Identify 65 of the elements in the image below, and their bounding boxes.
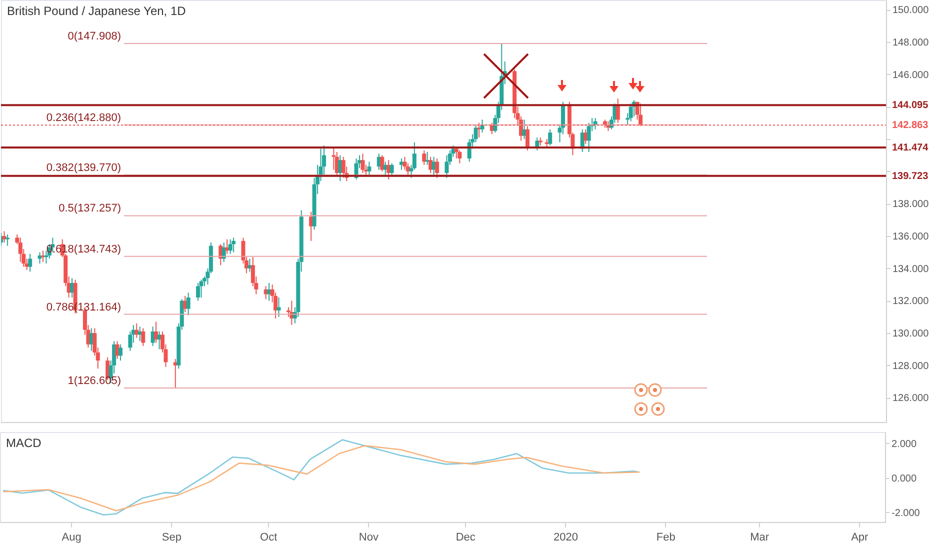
candlestick — [141, 328, 146, 347]
candlestick — [199, 279, 204, 298]
ref-line-label: 142.863 — [892, 120, 929, 132]
candlestick — [232, 237, 236, 253]
x-tick-label: Feb — [656, 532, 676, 544]
candlestick — [118, 344, 123, 362]
candlestick — [435, 158, 440, 178]
chart-title: MACD — [6, 436, 42, 450]
candlestick — [525, 126, 530, 151]
y-tick-label: 148.000 — [892, 38, 930, 49]
candlestick — [196, 282, 200, 302]
ref-line-label: 0.382(139.770) — [46, 162, 121, 174]
candlestick — [186, 292, 190, 316]
ref-line-label: 1(126.605) — [68, 374, 121, 387]
candlestick — [28, 253, 32, 272]
y-tick-label: 130.000 — [892, 328, 930, 340]
candlestick — [422, 150, 426, 166]
x-tick-label: Sep — [162, 532, 182, 544]
x-tick-label: Oct — [260, 532, 278, 544]
chart-title: British Pound / Japanese Yen, 1D — [7, 4, 186, 18]
y-tick-label: 2.000 — [892, 438, 917, 450]
candlestick — [5, 234, 10, 246]
candlestick — [154, 321, 158, 344]
ref-line-label: 0.5(137.257) — [58, 202, 121, 215]
candlestick — [402, 156, 407, 170]
candlestick — [628, 102, 633, 122]
candlestick — [458, 150, 462, 164]
candlestick — [183, 295, 188, 313]
y-tick-label: 136.000 — [892, 232, 930, 243]
candlestick — [276, 297, 281, 318]
candlestick — [586, 122, 591, 152]
y-tick-label: 150.000 — [892, 5, 930, 16]
candlestick — [367, 161, 372, 176]
y-tick-label: 134.000 — [892, 264, 930, 275]
ref-line-label: 0.236(142.880) — [46, 112, 121, 124]
candlestick — [341, 156, 346, 178]
candlestick — [548, 128, 552, 146]
y-tick-label: 128.000 — [892, 360, 930, 372]
candlestick — [360, 153, 365, 174]
candlestick — [593, 118, 598, 130]
candlestick — [228, 238, 232, 254]
x-tick-label: Nov — [358, 532, 379, 544]
x-tick-label: Dec — [456, 532, 476, 544]
y-tick-label: 0.000 — [892, 473, 917, 484]
ref-line-label: 144.095 — [892, 100, 929, 112]
y-tick-label: 132.000 — [892, 296, 930, 308]
candlestick — [267, 282, 272, 302]
x-tick-label: 2020 — [553, 532, 578, 544]
y-tick-label: 146.000 — [892, 70, 930, 81]
x-tick-label: Aug — [62, 532, 82, 544]
ref-line-label: 139.723 — [892, 170, 929, 182]
candlestick — [444, 154, 449, 178]
x-tick-label: Mar — [750, 532, 770, 544]
candlestick — [248, 258, 252, 272]
candlestick — [428, 156, 433, 174]
y-tick-label: 138.000 — [892, 199, 930, 210]
candlestick — [380, 154, 384, 172]
ref-line-label: 0(147.908) — [68, 30, 121, 43]
candlestick — [309, 211, 314, 242]
x-tick-label: Apr — [851, 532, 869, 544]
candlestick — [390, 162, 394, 177]
ref-line-label: 141.474 — [892, 142, 929, 154]
y-tick-label: 126.000 — [892, 393, 930, 404]
y-tick-label: -2.000 — [892, 508, 920, 519]
candlestick — [332, 146, 336, 170]
